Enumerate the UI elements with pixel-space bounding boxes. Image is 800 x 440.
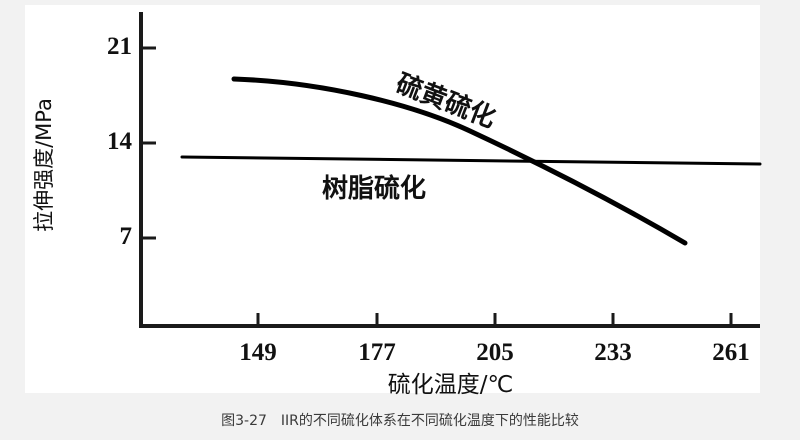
y-axis-title: 拉伸强度/MPa [32,98,56,232]
x-axis-tick-label-233: 233 [594,339,632,366]
series-label-resin: 树脂硫化 [322,174,427,204]
chart-svg-canvas [139,12,762,328]
y-axis-tick-label-14: 14 [107,128,132,155]
series-line-resin [180,155,762,166]
y-axis-tick-label-7: 7 [119,223,133,250]
x-axis-title: 硫化温度/℃ [387,372,514,398]
chart-plot-area: 21 14 7 149 177 205 233 261 拉伸强度/MPa 硫化温… [32,0,762,398]
figure-white-panel [25,5,760,393]
y-axis-tick-label-21: 21 [107,33,132,60]
x-axis-tick-label-149: 149 [239,339,277,366]
x-axis-tick-label-261: 261 [712,339,750,366]
y-axis-tick-labels: 21 14 7 [88,0,132,340]
x-axis-tick-label-177: 177 [358,339,396,366]
x-axis-tick-label-205: 205 [476,339,514,366]
figure-caption: 图3-27 IIR的不同硫化体系在不同硫化温度下的性能比较 [221,413,579,429]
series-line-sulfur [231,76,688,246]
